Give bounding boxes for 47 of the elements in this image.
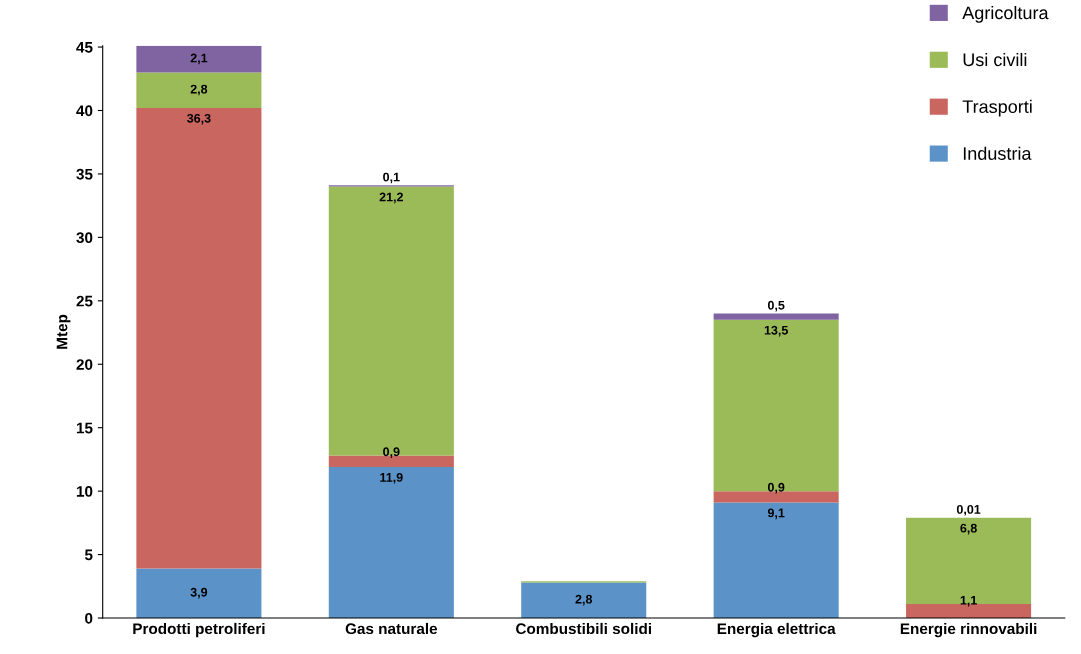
- bar: [328, 467, 454, 619]
- data-label: 11,9: [380, 472, 403, 484]
- data-label: 0,01: [956, 504, 981, 516]
- bar: [906, 517, 1032, 605]
- x-tick-label: Energie rinnovabili: [900, 622, 1037, 638]
- y-tick-label: 25: [76, 295, 93, 307]
- data-label: 0,9: [767, 482, 785, 494]
- y-tick-label: 45: [76, 42, 93, 53]
- data-label: 2,1: [190, 53, 208, 65]
- x-tick-label: Gas naturale: [345, 622, 438, 635]
- data-label: 21,2: [379, 192, 403, 204]
- legend-label: Industria: [963, 146, 1032, 160]
- y-tick-label: 20: [76, 359, 93, 370]
- data-label: 0,9: [383, 447, 400, 459]
- legend-label: Usi civili: [963, 52, 1027, 67]
- data-label: 9,1: [767, 508, 785, 520]
- y-tick-label: 5: [84, 549, 93, 561]
- bar: [521, 582, 647, 619]
- bar: [713, 313, 839, 320]
- x-tick-label: Prodotti petroliferi: [133, 622, 265, 638]
- data-label: 36,3: [187, 113, 211, 125]
- data-label: 2,8: [190, 84, 208, 96]
- bar: [713, 319, 839, 492]
- y-tick-label: 0: [85, 612, 93, 624]
- legend-label: Agricoltura: [962, 5, 1049, 23]
- y-tick-label: 40: [76, 105, 93, 117]
- y-tick-label: 35: [76, 168, 93, 180]
- y-tick-label: 15: [76, 422, 93, 434]
- legend-label: Trasporti: [962, 99, 1032, 117]
- bar: [136, 45, 262, 73]
- data-label: 3,9: [190, 587, 208, 599]
- data-label: 0,1: [383, 172, 400, 184]
- data-label: 2,8: [575, 594, 593, 606]
- y-tick-label: 10: [76, 486, 93, 497]
- bar: [136, 107, 262, 569]
- bar: [136, 72, 262, 108]
- bar: [713, 502, 839, 619]
- bar: [136, 568, 262, 619]
- bar: [328, 186, 454, 456]
- data-label: 6,8: [960, 523, 977, 535]
- y-axis-title: Mtep: [56, 314, 71, 349]
- data-label: 13,5: [764, 325, 788, 337]
- data-label: 1,1: [960, 595, 977, 607]
- y-tick-label: 30: [76, 232, 93, 244]
- data-label: 0,5: [767, 300, 785, 312]
- x-tick-label: Energia elettrica: [717, 622, 836, 638]
- x-tick-label: Combustibili solidi: [516, 622, 651, 635]
